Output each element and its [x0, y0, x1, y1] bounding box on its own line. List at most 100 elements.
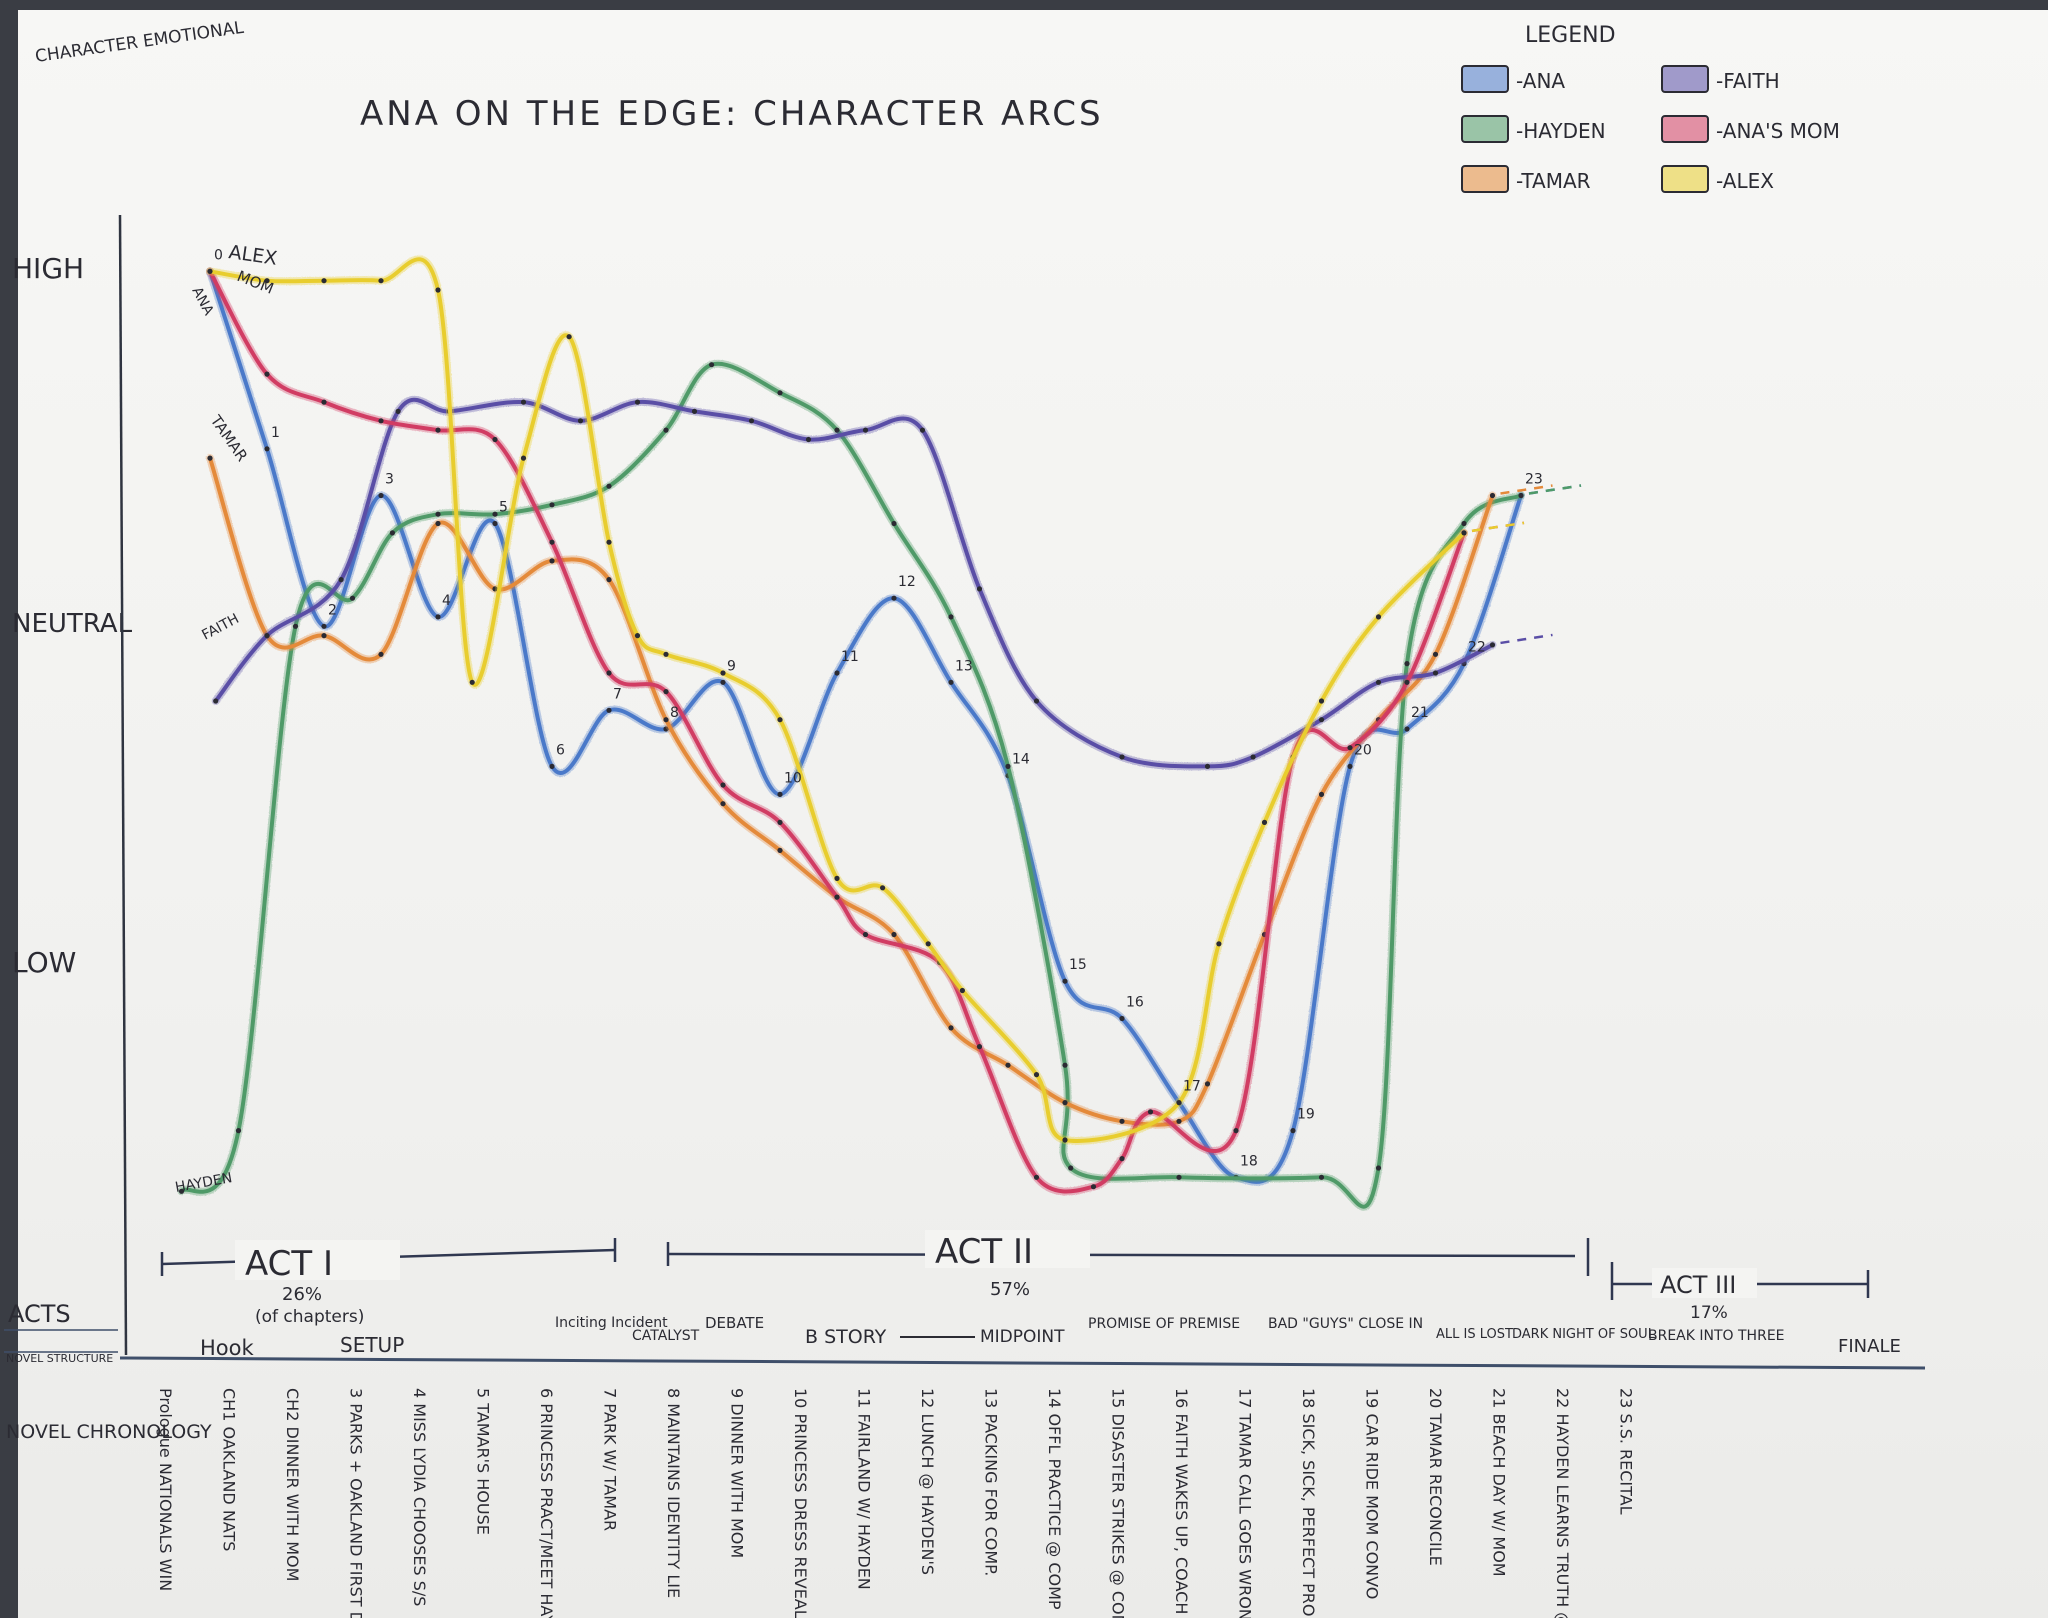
series-alex-point-10	[663, 651, 669, 657]
chapter-label-15: 15 DISASTER STRIKES @ COMP	[1109, 1388, 1128, 1618]
series-alex-point-18	[1062, 1137, 1068, 1143]
series-tamar-point-3	[378, 651, 384, 657]
series-hayden-point-13	[891, 520, 897, 527]
series-ana-s-mom-point-9	[720, 782, 726, 788]
structure-row: Hook SETUP Inciting Incident CATALYST DE…	[200, 1314, 1901, 1360]
row-label-chronology: NOVEL CHRONOLOGY	[6, 1421, 212, 1443]
y-level-high: HIGH	[12, 252, 84, 285]
series-hayden-point-10	[709, 362, 715, 368]
series-ana-s-mom-point-7	[606, 670, 612, 676]
point-label-20: 20	[1354, 742, 1372, 758]
chapter-label-12: 12 LUNCH @ HAYDEN'S	[918, 1388, 937, 1575]
series-faith-point-15	[1119, 754, 1125, 760]
chapter-label-4: 4 MISS LYDIA CHOOSES S/S	[410, 1388, 429, 1606]
series-hayden-point-7	[549, 502, 555, 508]
series-tamar-point-13	[948, 1025, 954, 1031]
point-label-1: 1	[271, 425, 280, 441]
series-ana-point-15	[1062, 978, 1068, 984]
beat-all-is-lost: ALL IS LOST	[1436, 1327, 1513, 1342]
series-alex-point-3	[378, 278, 384, 284]
chapter-label-18: 18 SICK, SICK, PERFECT PRO -	[1299, 1388, 1318, 1618]
series-hayden-point-21	[1404, 661, 1410, 667]
series-hayden-point-11	[777, 390, 783, 396]
series-faith-point-13	[976, 586, 983, 592]
series-faith-point-17	[1250, 754, 1256, 760]
point-label-9: 9	[727, 658, 736, 674]
series-ana-s-mom-point-8	[663, 689, 669, 695]
legend-label-hayden: -HAYDEN	[1516, 119, 1606, 143]
series-ana-s-mom-point-18	[1147, 1109, 1154, 1115]
series-hayden-point-22	[1461, 520, 1467, 527]
chapter-label-0: Prologue NATIONALS WIN	[156, 1388, 175, 1591]
series-hayden-point-6	[492, 511, 498, 517]
series-hayden-point-20	[1375, 1165, 1382, 1171]
series-alex	[206, 255, 1525, 1145]
series-alex-halo	[206, 255, 1468, 1145]
legend-label-faith: -FAITH	[1716, 69, 1780, 93]
curve-label-faith: FAITH	[199, 611, 241, 644]
chapter-label-21: 21 BEACH DAY W/ MOM	[1490, 1388, 1509, 1577]
series-ana-point-7	[606, 707, 612, 713]
chapter-label-1: CH1 OAKLAND NATS	[220, 1388, 239, 1551]
legend-swatch-faith	[1661, 65, 1709, 93]
series-ana-s-mom-point-1	[264, 371, 270, 377]
series-ana-s-mom-point-22	[1404, 679, 1410, 685]
point-label-13: 13	[955, 658, 973, 674]
series-tamar-point-23	[1489, 492, 1496, 499]
series-tamar-point-14	[1005, 1062, 1011, 1068]
series-alex-point-15	[925, 941, 931, 947]
series-ana-s-mom-point-3	[378, 418, 384, 424]
series-tamar-point-16	[1119, 1118, 1125, 1124]
beat-dark-night-of-soul: DARK NIGHT OF SOUL	[1512, 1327, 1656, 1342]
point-label-17: 17	[1183, 1079, 1201, 1095]
legend-label-ana: -ANA	[1516, 69, 1565, 93]
series-alex-point-16	[959, 987, 966, 994]
beat-catalyst: CATALYST	[632, 1328, 700, 1344]
series-faith-point-2	[338, 577, 344, 583]
beat-hook: Hook	[200, 1336, 254, 1360]
series-tamar-point-20	[1318, 791, 1325, 798]
series-tamar-point-12	[891, 931, 897, 938]
legend-item-faith: -FAITH	[1661, 65, 1780, 93]
series-hayden-point-9	[663, 427, 669, 433]
chapter-label-22: 22 HAYDEN LEARNS TRUTH @ FIN	[1553, 1388, 1572, 1618]
series-hayden-point-15	[1005, 763, 1011, 770]
legend-swatch-hayden	[1461, 115, 1509, 143]
x-axis-line	[119, 1356, 1926, 1370]
chapter-label-14: 14 OFFL PRACTICE @ COMP	[1045, 1388, 1064, 1610]
chart-title: ANA ON THE EDGE: CHARACTER ARCS	[360, 94, 1104, 134]
series-ana	[206, 267, 1582, 1186]
series-ana-s-mom-point-10	[777, 819, 783, 826]
beat-b-story: B STORY	[805, 1326, 887, 1348]
legend-title: LEGEND	[1525, 23, 1616, 48]
act-1-share: 26%	[282, 1284, 322, 1305]
series-hayden-point-18	[1176, 1174, 1182, 1180]
point-label-10: 10	[784, 770, 802, 786]
chapter-label-11: 11 FAIRLAND W/ HAYDEN	[855, 1388, 874, 1590]
chapter-label-17: 17 TAMAR CALL GOES WRONG, LE	[1236, 1388, 1255, 1618]
legend-label-tamar: -TAMAR	[1516, 169, 1591, 193]
series-faith-point-10	[805, 436, 812, 443]
series-hayden-point-23	[1518, 492, 1524, 499]
series-alex-point-20	[1216, 941, 1222, 947]
series-alex-point-7	[566, 334, 572, 340]
point-label-22: 22	[1468, 640, 1486, 656]
series-alex-point-11	[720, 670, 726, 676]
chapter-label-23: 23 S.S. RECITAL	[1617, 1388, 1636, 1515]
series-alex-point-1	[264, 278, 270, 284]
series-alex-line	[208, 257, 1466, 1143]
series-tamar-point-2	[321, 633, 327, 639]
point-label-6: 6	[556, 742, 565, 758]
series-hayden-point-14	[948, 614, 954, 620]
chapter-label-3: 3 PARKS + OAKLAND FIRST DAY	[347, 1388, 366, 1618]
legend-swatch-alex	[1661, 165, 1709, 193]
series-tamar-point-0	[207, 455, 213, 461]
chapter-label-8: 8 MAINTAINS IDENTITY LIE	[664, 1388, 683, 1598]
series-tamar-point-10	[777, 847, 783, 854]
series-faith-point-20	[1432, 670, 1439, 676]
series-ana-s-mom-point-17	[1119, 1156, 1125, 1162]
point-label-18: 18	[1240, 1153, 1258, 1169]
series-faith-point-1	[264, 633, 270, 639]
series-ana-point-13	[948, 679, 954, 685]
